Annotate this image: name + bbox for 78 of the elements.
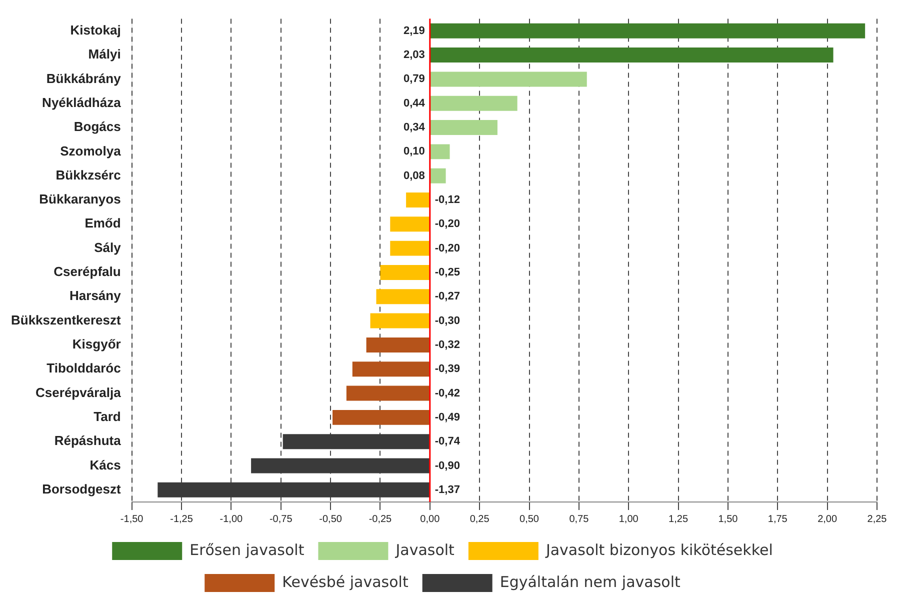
x-tick-label: -0,50 [319, 514, 342, 525]
bar [380, 264, 430, 280]
y-tick-label: Emőd [84, 216, 121, 231]
bar [430, 72, 587, 87]
data-label: -0,74 [434, 436, 461, 448]
data-label: -0,27 [434, 290, 460, 303]
x-tick-label: 0,25 [470, 514, 490, 525]
data-label: -0,39 [434, 363, 460, 376]
x-tick-label: 0,75 [569, 514, 590, 525]
bar [430, 168, 446, 184]
y-tick-label: Kisgyőr [72, 336, 121, 352]
data-label: -0,90 [434, 460, 460, 472]
x-tick-label: 1,00 [618, 514, 639, 525]
data-label: 2,19 [403, 24, 425, 37]
bar [376, 289, 430, 304]
y-tick-label: Sály [94, 240, 122, 255]
x-tick-label: 2,25 [867, 514, 888, 525]
y-tick-label: Bükkszentkereszt [11, 312, 122, 328]
data-label: -0,49 [434, 411, 460, 424]
y-tick-label: Bükkzsérc [56, 167, 121, 182]
x-tick-label: -1,00 [220, 514, 244, 525]
data-label: -0,20 [434, 242, 460, 254]
y-tick-label: Borsodgeszt [42, 482, 122, 496]
y-tick-label: Nyékládháza [42, 94, 122, 110]
bar [346, 386, 430, 401]
data-label: -1,37 [434, 484, 460, 496]
legend-label: Javasolt [394, 540, 455, 559]
y-tick-label: Cserépfalu [54, 264, 121, 280]
data-label: 0,79 [403, 73, 425, 86]
y-tick-label: Bükkábrány [46, 70, 122, 86]
x-tick-label: 0,00 [420, 514, 440, 525]
bar [352, 362, 430, 377]
y-tick-label: Répáshuta [54, 433, 122, 448]
y-tick-label: Mályi [88, 46, 121, 62]
bar [366, 337, 430, 352]
y-tick-label: Bogács [74, 119, 121, 134]
bar [430, 144, 450, 160]
y-tick-label: Cserépváralja [36, 384, 122, 400]
data-label: -0,20 [434, 218, 460, 230]
bar [390, 216, 430, 232]
y-tick-label: Kistokaj [70, 22, 121, 38]
data-label: -0,25 [434, 266, 460, 279]
bar [430, 23, 866, 38]
data-label: 0,44 [403, 97, 426, 110]
legend-label: Javasolt bizonyos kikötésekkel [544, 540, 773, 559]
bar [390, 240, 430, 256]
legend-label: Egyáltalán nem javasolt [500, 572, 680, 591]
x-tick-label: -1,25 [170, 514, 194, 525]
bar [430, 96, 518, 111]
data-label: 0,10 [403, 146, 425, 158]
data-label: -0,32 [434, 338, 460, 351]
data-label: 0,08 [403, 170, 425, 182]
data-label: 0,34 [403, 122, 426, 134]
x-tick-label: 2,00 [818, 514, 838, 525]
x-tick-label: 0,50 [520, 514, 540, 525]
bar [370, 313, 430, 328]
y-tick-label: Szomolya [60, 143, 122, 158]
bar [430, 48, 834, 63]
bar [332, 410, 430, 425]
legend-label: Erősen javasolt [190, 540, 304, 559]
x-tick-label: -1,50 [120, 514, 144, 525]
legend-label: Kevésbé javasolt [282, 572, 408, 591]
bar [406, 192, 430, 208]
x-tick-label: 1,75 [768, 514, 788, 525]
y-tick-label: Tibolddaróc [46, 360, 121, 376]
x-tick-label: 1,50 [718, 514, 738, 525]
data-label: -0,30 [434, 314, 460, 327]
data-label: -0,12 [434, 194, 460, 206]
y-tick-label: Bükkaranyos [39, 192, 121, 207]
y-tick-label: Tard [94, 409, 121, 424]
data-label: -0,42 [434, 387, 460, 400]
y-tick-label: Kács [90, 457, 121, 472]
data-label: 2,03 [403, 49, 425, 62]
x-tick-label: -0,25 [368, 514, 392, 525]
x-tick-label: -0,75 [269, 514, 293, 525]
bar [430, 120, 498, 136]
y-tick-label: Harsány [70, 288, 122, 304]
x-tick-label: 1,25 [668, 514, 688, 525]
